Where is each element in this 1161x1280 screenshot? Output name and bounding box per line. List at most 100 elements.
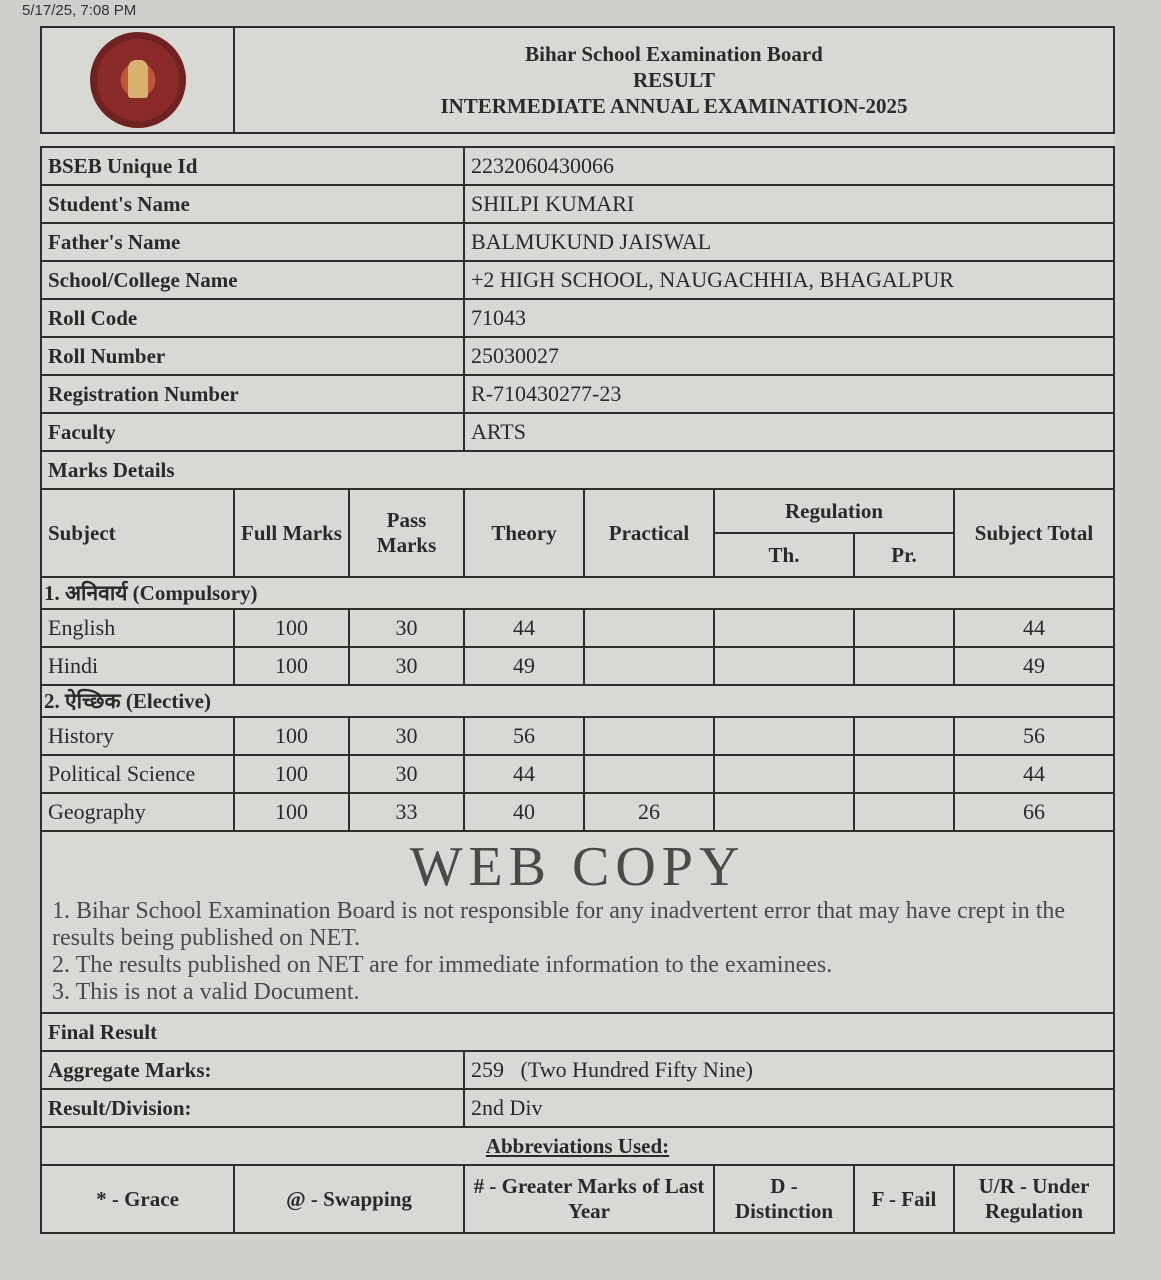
reg-th [713,754,856,794]
theory: 40 [463,792,586,832]
info-value: ARTS [463,412,1115,452]
subject: Hindi [40,646,235,686]
info-value: 2232060430066 [463,146,1115,186]
disclaimer-line: 1. Bihar School Examination Board is not… [52,898,1066,951]
info-row: BSEB Unique Id 2232060430066 [39,146,1115,186]
division-value: 2nd Div [463,1088,1115,1128]
info-label: Student's Name [39,184,466,224]
reg-th [713,608,856,648]
practical [583,754,716,794]
abbreviations-title-text: Abbreviations Used: [485,1133,670,1158]
full-marks: 100 [233,646,350,686]
disclaimer-line: 3. This is not a valid Document. [52,979,360,1005]
header-title: Bihar School Examination Board RESULT INTE… [233,26,1115,134]
web-copy-watermark: WEB COPY [409,836,746,898]
col-reg-th: Th. [713,532,856,578]
aggregate-value: 259 (Two Hundred Fifty Nine) [463,1050,1115,1090]
col-full-marks: Full Marks [233,488,350,578]
pass-marks: 30 [347,608,466,648]
aggregate-label: Aggregate Marks: [39,1050,466,1090]
col-subject: Subject [40,488,235,578]
practical [583,646,716,686]
abbr-swapping: @ - Swapping [232,1164,466,1234]
reg-th [713,646,856,686]
reg-pr [853,716,956,756]
subject: Geography [40,792,235,832]
full-marks: 100 [233,716,350,756]
final-result-heading: Final Result [40,1012,1115,1052]
col-regulation: Regulation [713,488,956,534]
col-theory: Theory [463,488,586,578]
info-value: 71043 [463,298,1115,338]
pass-marks: 33 [347,792,466,832]
info-row: Father's Name BALMUKUND JAISWAL [39,222,1115,262]
practical: 26 [583,792,716,832]
section-compulsory: 1. अनिवार्य (Compulsory) [40,576,1115,610]
col-practical: Practical [583,488,716,578]
abbreviations-title: Abbreviations Used: [40,1126,1115,1166]
pass-marks: 30 [347,754,466,794]
reg-pr [853,792,956,832]
theory: 44 [463,754,586,794]
subject: Political Science [40,754,235,794]
exam-name: INTERMEDIATE ANNUAL EXAMINATION-2025 [440,94,908,118]
info-row: Roll Code 71043 [39,298,1115,338]
division-label: Result/Division: [39,1088,466,1128]
pass-marks: 30 [347,716,466,756]
col-pass-marks: Pass Marks [347,488,466,578]
theory: 56 [463,716,586,756]
subject-row: English 100 30 44 44 [40,608,1115,648]
subject-row: Hindi 100 30 49 49 [40,646,1115,686]
reg-pr [853,646,956,686]
abbr-grace: * - Grace [40,1164,235,1234]
subject: History [40,716,235,756]
abbr-under-regulation: U/R - Under Regulation [953,1164,1115,1234]
full-marks: 100 [233,608,350,648]
abbr-distinction: D - Distinction [713,1164,856,1234]
theory: 49 [463,646,586,686]
info-label: Faculty [39,412,466,452]
timestamp: 5/17/25, 7:08 PM [22,2,137,19]
info-value: BALMUKUND JAISWAL [463,222,1115,262]
subject-total: 66 [953,792,1115,832]
subject-row: Political Science 100 30 44 44 [40,754,1115,794]
full-marks: 100 [233,792,350,832]
reg-pr [853,608,956,648]
info-label: Roll Code [39,298,466,338]
bseb-logo [89,32,186,128]
marks-table: BSEB Unique Id 2232060430066 Student's Na… [39,146,1115,1234]
logo-cell [40,26,235,134]
practical [583,608,716,648]
marks-details-heading: Marks Details [40,450,1115,490]
info-row: Registration Number R-710430277-23 [39,374,1115,414]
disclaimer-line: 2. The results published on NET are for … [52,952,833,978]
info-label: Father's Name [39,222,466,262]
subject-total: 49 [953,646,1115,686]
info-row: Roll Number 25030027 [39,336,1115,376]
watermark-row: WEB COPY 1. Bihar School Examination Boa… [40,830,1115,1014]
info-value: R-710430277-23 [463,374,1115,414]
subject-total: 44 [953,754,1115,794]
subject-total: 56 [953,716,1115,756]
subject-row: History 100 30 56 56 [40,716,1115,756]
info-row: Faculty ARTS [39,412,1115,452]
col-reg-pr: Pr. [853,532,956,578]
reg-th [713,716,856,756]
abbr-greater-marks: # - Greater Marks of Last Year [463,1164,716,1234]
section-elective: 2. ऐच्छिक (Elective) [40,684,1115,718]
header-table: Bihar School Examination Board RESULT INTE… [40,26,1115,134]
info-label: Registration Number [39,374,466,414]
board-name: Bihar School Examination Board [525,42,823,66]
subject-row: Geography 100 33 40 26 66 [40,792,1115,832]
info-label: BSEB Unique Id [39,146,466,186]
info-value: +2 HIGH SCHOOL, NAUGACHHIA, BHAGALPUR [463,260,1115,300]
practical [583,716,716,756]
info-value: SHILPI KUMARI [463,184,1115,224]
theory: 44 [463,608,586,648]
subject: English [40,608,235,648]
result-sheet: Bihar School Examination Board RESULT INTE… [39,26,1115,1234]
info-row: Student's Name SHILPI KUMARI [39,184,1115,224]
reg-th [713,792,856,832]
pass-marks: 30 [347,646,466,686]
result-heading: RESULT [632,68,716,92]
